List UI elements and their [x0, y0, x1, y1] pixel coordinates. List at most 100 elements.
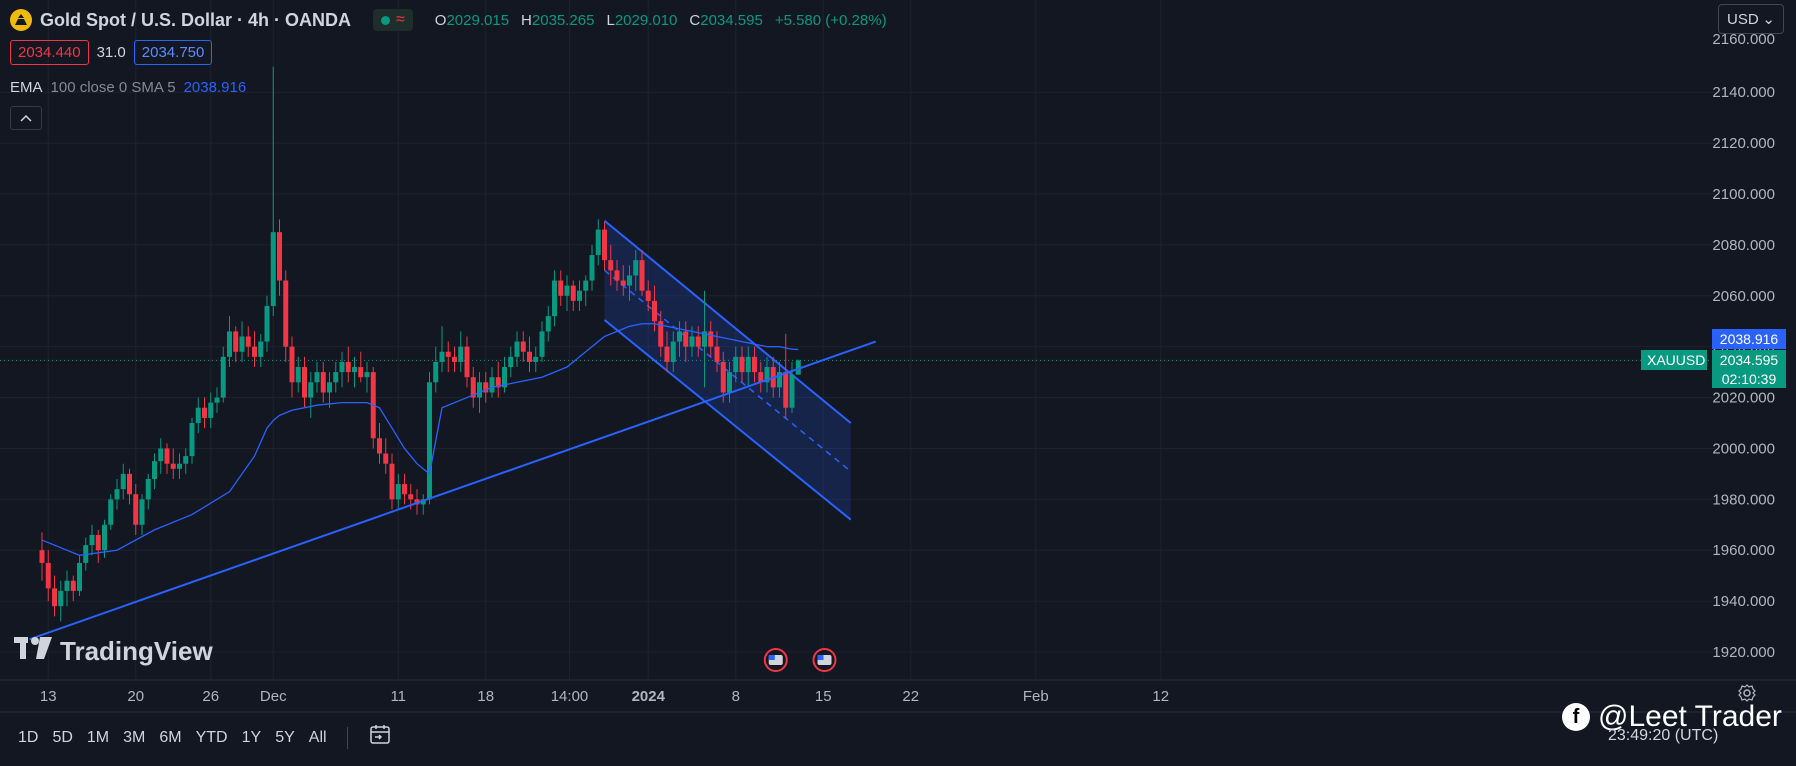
- x-tick-label: 2024: [632, 688, 666, 705]
- ohlc-key: C: [689, 11, 701, 29]
- ema-line: [41, 323, 799, 556]
- candle-body: [89, 534, 95, 546]
- indicator-legend[interactable]: EMA 100 close 0 SMA 5 2038.916: [10, 79, 246, 96]
- candle-body: [489, 377, 495, 393]
- timeframe-1d[interactable]: 1D: [18, 728, 39, 746]
- timeframe-5y[interactable]: 5Y: [275, 728, 295, 746]
- candle-body: [395, 484, 401, 500]
- channel-lower-line: [603, 319, 852, 521]
- candle-body: [270, 232, 276, 306]
- x-tick-label: 11: [390, 688, 406, 705]
- candle-body: [408, 494, 414, 500]
- trendline-drawing[interactable]: [29, 340, 877, 641]
- candle-body: [277, 232, 282, 281]
- candle-body: [120, 473, 126, 490]
- candle-body: [595, 229, 601, 256]
- ohlc-values: O2029.015 H2035.265 L2029.010 C2034.595 …: [435, 12, 887, 29]
- candle-body: [202, 407, 207, 418]
- candle-body: [402, 484, 407, 495]
- candle-body: [214, 397, 220, 403]
- candle-body: [95, 534, 101, 551]
- y-tick-label: 2020.000: [1712, 390, 1775, 407]
- market-status[interactable]: ≈: [373, 9, 413, 31]
- candle-body: [377, 438, 382, 454]
- candle-body: [558, 280, 564, 296]
- candle-body: [658, 321, 664, 347]
- candle-body: [233, 331, 239, 352]
- flag-canton: [817, 655, 824, 660]
- candle-body: [645, 290, 651, 301]
- symbol-title[interactable]: Gold Spot / U.S. Dollar · 4h · OANDA: [40, 9, 352, 30]
- timeframe-all[interactable]: All: [308, 728, 327, 746]
- candle-body: [502, 367, 507, 388]
- candle-body: [783, 372, 789, 408]
- candle-body: [45, 562, 51, 589]
- candle-body: [745, 356, 751, 373]
- x-tick-label: 12: [1152, 688, 1169, 705]
- candle-body: [314, 372, 320, 383]
- candle-body: [389, 463, 395, 500]
- candle-body: [252, 346, 257, 357]
- candle-body: [102, 524, 107, 551]
- candle-body: [545, 316, 551, 332]
- candle-body: [58, 590, 64, 607]
- channel-upper-line: [603, 219, 852, 424]
- channel-mid-line: [604, 269, 852, 472]
- x-tick-label: 26: [202, 688, 219, 705]
- timeframe-1y[interactable]: 1Y: [241, 728, 262, 746]
- candle-body: [227, 331, 232, 357]
- indicator-args: 100 close 0 SMA 5: [50, 79, 176, 96]
- candle-body: [64, 580, 70, 591]
- y-tick-label: 2060.000: [1712, 288, 1775, 305]
- y-tick-label: 2140.000: [1712, 84, 1775, 101]
- candle-body: [427, 382, 432, 500]
- x-tick-label: 20: [127, 688, 144, 705]
- candle-body: [420, 499, 426, 505]
- symbol-header: Gold Spot / U.S. Dollar · 4h · OANDA ≈ O…: [10, 8, 887, 32]
- candle-body: [239, 336, 245, 352]
- x-tick-label: 15: [815, 688, 832, 705]
- candle-body: [339, 361, 345, 373]
- timeframe-5d[interactable]: 5D: [52, 728, 73, 746]
- candle-body: [170, 463, 176, 469]
- collapse-legend-button[interactable]: [10, 106, 42, 130]
- settings-gear-icon[interactable]: [1738, 684, 1756, 707]
- change-value: +5.580 (+0.28%): [774, 11, 887, 29]
- buy-price-button[interactable]: 2034.750: [133, 40, 213, 65]
- currency-select[interactable]: USD ⌄: [1718, 4, 1784, 34]
- timeframe-6m[interactable]: 6M: [159, 728, 182, 746]
- y-tick-label: 1980.000: [1712, 491, 1775, 508]
- candle-body: [670, 341, 676, 362]
- ema-price-tag: 2038.916: [1712, 329, 1786, 349]
- y-tick-label: 2080.000: [1712, 237, 1775, 254]
- candle-body: [445, 351, 451, 357]
- tradingview-watermark[interactable]: TradingView: [14, 636, 213, 667]
- candle-body: [564, 285, 570, 296]
- goto-date-icon[interactable]: [368, 724, 392, 751]
- timeframe-ytd[interactable]: YTD: [195, 728, 228, 746]
- chart-clock[interactable]: 23:49:20 (UTC): [1608, 727, 1719, 744]
- author-name: @Leet Trader: [1598, 700, 1782, 733]
- candle-body: [439, 351, 445, 362]
- gold-logo-icon: [10, 9, 32, 31]
- sell-price-button[interactable]: 2034.440: [10, 40, 89, 65]
- candle-body: [164, 448, 170, 464]
- last-price-tag: 2034.595: [1712, 350, 1786, 369]
- timeframe-3m[interactable]: 3M: [123, 728, 146, 746]
- candle-body: [289, 346, 295, 383]
- candle-body: [552, 280, 557, 317]
- channel-drawing[interactable]: [603, 219, 852, 521]
- time-axis[interactable]: 13 20 26 Dec 11 18 14:00 2024 8 15 22 Feb 12: [40, 688, 1169, 705]
- timeframe-1m[interactable]: 1M: [86, 728, 110, 746]
- economic-events[interactable]: [763, 648, 837, 672]
- candle-body: [139, 499, 145, 525]
- indicator-value: 2038.916: [183, 79, 247, 96]
- candle-body: [383, 453, 389, 464]
- watermark-text: TradingView: [60, 636, 213, 666]
- candle-body: [614, 270, 620, 281]
- candle-body: [433, 361, 439, 383]
- candle-body: [39, 550, 45, 563]
- candle-body: [495, 377, 501, 388]
- candle-body: [195, 407, 201, 423]
